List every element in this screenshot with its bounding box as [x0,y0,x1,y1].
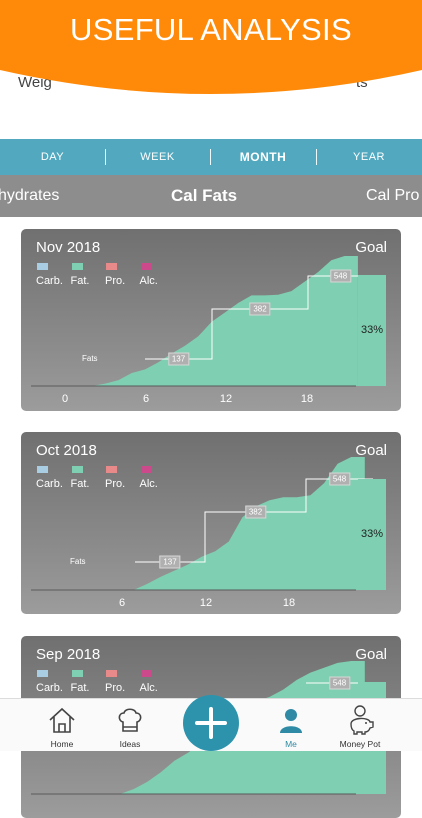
legend-swatch [106,670,117,677]
category-cal-protein[interactable]: Cal Pro [366,187,420,204]
legend-label: Carb. [36,682,63,694]
legend-label: Pro. [105,682,126,694]
x-tick-label: 0 [61,393,69,405]
legend-swatch [140,670,152,677]
legend-label: Alc. [139,275,158,287]
legend-label: Carb. [36,478,63,490]
range-day[interactable]: DAY [40,151,65,163]
peek-text-right: ts [356,74,368,91]
range-divider [210,149,211,165]
legend-label: Fat. [70,478,90,490]
x-tick-label: 12 [219,393,233,405]
legend-label: Alc. [139,682,158,694]
legend-swatch [71,670,83,677]
fats-area-chart [31,256,373,387]
person-icon [280,709,302,733]
goal-bar [358,275,386,386]
legend-swatch [37,670,48,677]
range-divider [316,149,317,165]
goal-bar [358,479,386,590]
tab-home-label: Home [50,739,74,749]
range-divider [105,149,106,165]
tab-home[interactable]: Home [27,699,97,751]
series-label: Fats [82,354,98,363]
legend-label: Pro. [105,275,126,287]
value-marker: 548 [329,269,352,283]
add-button[interactable] [183,695,239,751]
card-month-title: Nov 2018 [36,239,101,256]
legend-swatch [106,466,117,473]
tab-money-pot[interactable]: Money Pot [325,699,395,751]
legend-swatch [140,263,152,270]
goal-percent: 33% [360,323,384,336]
category-scroller[interactable]: hydrates Cal Fats Cal Pro [0,175,422,217]
value-marker: 137 [167,352,190,366]
value-marker: 137 [159,555,181,569]
home-icon [49,707,75,733]
legend-swatch [71,466,83,473]
range-year[interactable]: YEAR [353,151,385,163]
banner-shape [0,0,422,94]
goal-percent: 33% [360,527,384,540]
legend-swatch [37,263,48,270]
banner-title: USEFUL ANALYSIS [70,12,352,47]
legend-label: Carb. [36,275,63,287]
legend-label: Alc. [139,478,158,490]
legend-swatch [37,466,48,473]
card-goal-label: Goal [355,239,387,256]
range-week[interactable]: WEEK [140,151,175,163]
piggy-bank-icon [350,705,374,735]
x-tick-label: 6 [118,597,126,609]
legend-label: Fat. [70,682,90,694]
legend-swatch [140,466,152,473]
x-tick-label: 18 [282,597,296,609]
tab-ideas[interactable]: Ideas [95,699,165,751]
card-month-title: Sep 2018 [36,646,101,663]
legend-swatch [106,263,117,270]
value-marker: 548 [328,472,351,486]
x-tick-label: 18 [300,393,314,405]
value-marker: 548 [328,676,351,690]
x-tick-label: 12 [199,597,213,609]
tab-me-label: Me [285,739,297,749]
fats-area [52,256,358,386]
month-card[interactable]: Nov 2018 Goal Carb. Fat. Pro. Alc. 137 382 548 Fa… [21,229,401,411]
value-marker: 382 [249,302,271,316]
legend-swatch [71,263,83,270]
tab-ideas-label: Ideas [119,739,141,749]
month-card[interactable]: Oct 2018 Goal Carb. Fat. Pro. Alc. 137 382 548 Fa… [21,432,401,614]
plus-icon [195,707,227,739]
card-goal-label: Goal [355,442,387,459]
card-goal-label: Goal [355,646,387,663]
category-carbohydrates[interactable]: hydrates [0,187,60,204]
legend-label: Pro. [105,478,126,490]
tab-money-pot-label: Money Pot [339,739,381,749]
range-month[interactable]: MONTH [239,150,287,164]
category-cal-fats[interactable]: Cal Fats [171,186,238,205]
promo-banner: USEFUL ANALYSIS [0,0,422,102]
fats-area-chart [31,457,373,591]
card-month-title: Oct 2018 [36,442,97,459]
legend-label: Fat. [70,275,90,287]
chef-hat-icon [118,708,142,732]
x-tick-label: 6 [142,393,150,405]
series-label: Fats [70,557,86,566]
tab-me[interactable]: Me [256,699,326,751]
value-marker: 382 [244,505,267,519]
fats-area [52,457,365,590]
range-selector: DAY WEEK MONTH YEAR [0,139,422,175]
